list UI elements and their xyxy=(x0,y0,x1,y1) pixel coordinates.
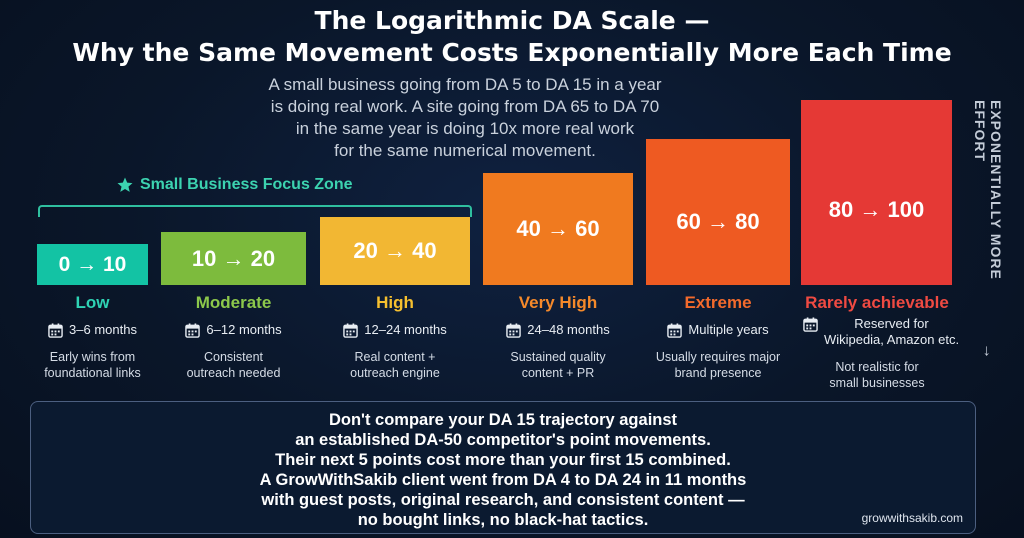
tier-desc-line: Sustained quality xyxy=(510,350,606,364)
tier-level-high: High xyxy=(376,293,414,312)
subtitle: A small business going from DA 5 to DA 1… xyxy=(230,74,700,162)
calendar-icon xyxy=(48,323,63,338)
arrow-down-icon: → xyxy=(980,343,997,360)
tier-level-low: Low xyxy=(75,293,110,312)
tier-block-40-60: 40 → 60 xyxy=(483,173,633,285)
effort-axis-text: EXPONENTIALLY MORE EFFORT xyxy=(972,100,1004,280)
tier-desc: Usually requires major brand presence xyxy=(640,349,796,381)
tier-range: 80 → 100 xyxy=(828,197,925,222)
tier-desc-line: brand presence xyxy=(674,366,762,380)
tier-time-text: 6–12 months xyxy=(206,322,282,337)
brand-watermark: growwithsakib.com xyxy=(861,511,963,525)
tier-desc-line: Consistent xyxy=(203,350,264,364)
tier-block-20-40: 20 → 40 xyxy=(320,217,470,285)
tier-level-moderate: Moderate xyxy=(195,293,272,312)
tier-time-text: Reserved for Wikipedia, Amazon etc. xyxy=(824,316,959,348)
focus-zone-bracket xyxy=(38,205,472,217)
tier-desc-line: small businesses xyxy=(829,376,925,390)
tier-desc: Real content + outreach engine xyxy=(320,349,470,381)
tier-desc-line: Usually requires major xyxy=(655,350,781,364)
focus-zone-label: Small Business Focus Zone xyxy=(116,176,353,194)
star-icon xyxy=(117,177,133,192)
tier-time: 24–48 months xyxy=(483,322,633,338)
callout-line: no bought links, no black-hat tactics. xyxy=(357,511,649,529)
tier-time: 12–24 months xyxy=(320,322,470,338)
tier-level-rarely-achievable: Rarely achievable xyxy=(805,293,949,312)
callout-line: A GrowWithSakib client went from DA 4 to… xyxy=(259,471,747,489)
tier-range: 60 → 80 xyxy=(676,209,760,234)
callout-line: with guest posts, original research, and… xyxy=(261,491,745,509)
tier-block-10-20: 10 → 20 xyxy=(161,232,306,285)
tier-time: Multiple years xyxy=(646,322,790,338)
calendar-icon xyxy=(667,323,683,338)
tier-time: Reserved for Wikipedia, Amazon etc. xyxy=(796,316,966,348)
tier-desc-line: Real content + xyxy=(354,350,436,364)
tier-range: 10 → 20 xyxy=(191,245,276,271)
tier-time-text: 24–48 months xyxy=(527,322,610,337)
subtitle-line: is doing real work. A site going from DA… xyxy=(270,97,660,116)
tier-desc-line: outreach engine xyxy=(350,366,440,380)
tier-desc-line: Not realistic for xyxy=(835,360,919,374)
tier-range: 20 → 40 xyxy=(353,238,437,263)
tier-range: 40 → 60 xyxy=(516,216,600,241)
tier-time: 3–6 months xyxy=(30,322,155,338)
calendar-icon xyxy=(343,323,359,338)
tier-desc-line: foundational links xyxy=(44,366,141,380)
tier-block-80-100: 80 → 100 xyxy=(801,100,952,285)
calendar-icon xyxy=(803,317,818,332)
calendar-icon xyxy=(506,323,522,338)
tier-block-0-10: 0 → 10 xyxy=(37,244,148,285)
tier-desc-line: Early wins from xyxy=(49,350,136,364)
page-title-line-1: The Logarithmic DA Scale — xyxy=(314,6,710,35)
tier-time-text: 3–6 months xyxy=(69,322,137,337)
page-title-line-2: Why the Same Movement Costs Exponentiall… xyxy=(72,38,952,67)
tier-time-text: 12–24 months xyxy=(364,322,447,337)
tier-range: 0 → 10 xyxy=(58,252,127,276)
tier-time-line: Wikipedia, Amazon etc. xyxy=(823,332,960,347)
tier-desc: Early wins from foundational links xyxy=(30,349,155,381)
callout-box: Don't compare your DA 15 trajectory agai… xyxy=(30,401,976,534)
tier-time-line: Reserved for xyxy=(854,316,929,331)
subtitle-line: in the same year is doing 10x more real … xyxy=(295,119,635,138)
tier-level-very-high: Very High xyxy=(518,293,598,312)
effort-axis-label: EXPONENTIALLY MORE EFFORT → xyxy=(968,100,1008,360)
tier-block-60-80: 60 → 80 xyxy=(646,139,790,285)
subtitle-line: A small business going from DA 5 to DA 1… xyxy=(268,75,662,94)
tier-time: 6–12 months xyxy=(161,322,306,338)
callout-line: an established DA-50 competitor's point … xyxy=(295,431,711,449)
callout-line: Their next 5 points cost more than your … xyxy=(275,451,731,469)
subtitle-line: for the same numerical movement. xyxy=(334,141,596,160)
tier-desc-line: content + PR xyxy=(521,366,595,380)
tier-desc-line: outreach needed xyxy=(186,366,281,380)
tier-desc: Consistent outreach needed xyxy=(161,349,306,381)
tier-time-text: Multiple years xyxy=(688,322,769,337)
tier-desc: Not realistic for small businesses xyxy=(796,359,958,391)
focus-zone-text: Small Business Focus Zone xyxy=(140,176,353,193)
callout-line: Don't compare your DA 15 trajectory agai… xyxy=(328,411,678,429)
calendar-icon xyxy=(185,323,201,338)
tier-desc: Sustained quality content + PR xyxy=(483,349,633,381)
tier-level-extreme: Extreme xyxy=(684,293,752,312)
